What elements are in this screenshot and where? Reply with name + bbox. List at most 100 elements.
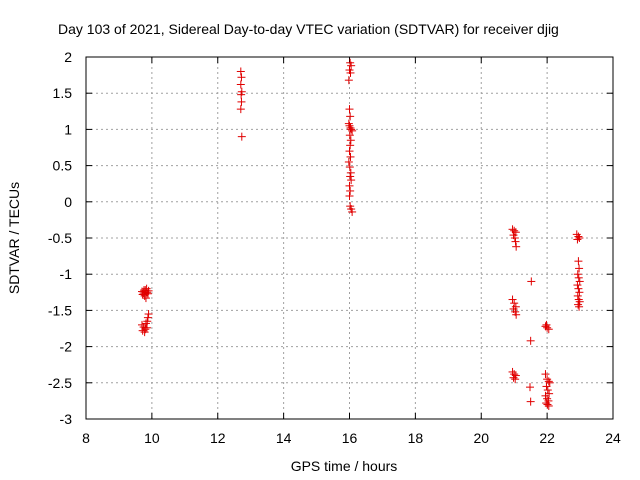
data-point-marker xyxy=(348,126,357,135)
x-axis-label: GPS time / hours xyxy=(291,458,398,474)
data-point-marker xyxy=(141,294,150,303)
data-point-marker xyxy=(575,264,584,273)
data-point-marker xyxy=(542,382,551,391)
data-point-marker xyxy=(510,299,519,308)
x-tick-label: 14 xyxy=(276,430,292,446)
tick-layer xyxy=(85,56,614,420)
data-point-marker xyxy=(138,326,147,335)
x-tick-label: 24 xyxy=(605,430,621,446)
data-point-marker xyxy=(575,234,584,242)
data-point-marker xyxy=(510,370,519,379)
y-tick-label: -2 xyxy=(60,339,73,355)
data-point-marker xyxy=(573,270,582,279)
x-tick-label: 18 xyxy=(408,430,424,446)
data-point-marker xyxy=(573,235,582,244)
data-point-marker xyxy=(512,242,521,251)
data-point-marker xyxy=(345,181,354,190)
x-tick-label: 8 xyxy=(82,430,90,446)
y-tick-label: -3 xyxy=(60,411,73,427)
data-point-marker xyxy=(344,76,353,85)
data-point-marker xyxy=(574,257,583,266)
grid-layer xyxy=(86,57,613,419)
y-tick-label: -0.5 xyxy=(48,230,72,246)
data-point-marker xyxy=(575,302,584,311)
data-point-marker xyxy=(544,325,553,334)
data-point-marker xyxy=(144,310,153,319)
y-tick-label: 0 xyxy=(64,194,72,210)
data-point-marker xyxy=(141,319,150,328)
y-axis-label: SDTVAR / TECUs xyxy=(6,182,22,294)
data-point-marker xyxy=(508,295,517,304)
data-point-marker xyxy=(510,234,519,242)
data-point-marker xyxy=(237,97,246,106)
data-point-marker xyxy=(575,288,584,297)
data-point-marker xyxy=(542,320,551,329)
data-point-marker xyxy=(236,105,245,114)
data-point-marker xyxy=(138,290,147,299)
y-tick-label: 1.5 xyxy=(53,85,73,101)
data-point-marker xyxy=(346,168,355,177)
x-tick-labels: 8 10 12 14 16 18 20 22 24 xyxy=(82,430,621,446)
data-point-marker xyxy=(526,397,535,406)
data-point-marker xyxy=(345,163,354,172)
data-point-marker xyxy=(544,377,553,386)
data-point-marker xyxy=(541,370,550,379)
data-point-marker xyxy=(347,176,356,185)
data-point-marker xyxy=(543,400,552,409)
x-tick-label: 12 xyxy=(210,430,226,446)
data-point-marker xyxy=(237,90,246,99)
data-point-marker xyxy=(236,80,245,89)
data-point-marker xyxy=(512,310,521,319)
data-point-marker xyxy=(509,373,518,382)
data-point-marker xyxy=(345,131,354,140)
data-point-marker xyxy=(574,284,583,293)
x-tick-label: 20 xyxy=(473,430,489,446)
data-point-marker xyxy=(346,136,355,145)
data-point-marker xyxy=(347,61,356,70)
y-tick-label: 2 xyxy=(64,49,72,65)
data-point-marker xyxy=(345,105,354,114)
y-tick-label: -1 xyxy=(60,266,73,282)
data-point-marker xyxy=(574,295,583,304)
data-point-marker xyxy=(511,375,520,384)
data-point-marker xyxy=(346,186,355,195)
data-point-marker xyxy=(511,237,520,246)
data-points xyxy=(137,58,584,410)
data-point-marker xyxy=(347,125,356,134)
data-point-marker xyxy=(573,291,582,300)
data-point-marker xyxy=(236,67,245,76)
data-point-marker xyxy=(140,328,149,337)
data-point-marker xyxy=(527,277,536,286)
y-tick-label: -1.5 xyxy=(48,302,72,318)
data-point-marker xyxy=(510,226,519,235)
data-point-marker xyxy=(346,152,355,161)
data-point-marker xyxy=(142,284,151,293)
data-point-marker xyxy=(346,68,355,77)
data-point-marker xyxy=(237,132,246,141)
data-point-marker xyxy=(346,141,355,150)
y-tick-label: 0.5 xyxy=(53,158,73,174)
data-point-marker xyxy=(143,313,152,322)
data-point-marker xyxy=(344,157,353,166)
data-point-marker xyxy=(544,401,553,410)
x-tick-label: 10 xyxy=(144,430,160,446)
data-point-marker xyxy=(345,192,354,201)
y-tick-labels: -3 -2.5 -2 -1.5 -1 -0.5 0 0.5 1 1.5 2 xyxy=(48,49,72,427)
data-point-marker xyxy=(346,172,355,181)
data-point-marker xyxy=(525,383,534,392)
y-tick-label: 1 xyxy=(64,121,72,137)
data-point-marker xyxy=(143,289,152,298)
chart-title: Day 103 of 2021, Sidereal Day-to-day VTE… xyxy=(58,21,559,37)
data-point-marker xyxy=(143,317,152,326)
data-point-marker xyxy=(345,147,354,156)
data-point-marker xyxy=(543,386,552,395)
x-tick-label: 16 xyxy=(342,430,358,446)
data-point-marker xyxy=(574,273,583,282)
data-point-marker xyxy=(346,112,355,121)
data-point-marker xyxy=(237,73,246,82)
data-point-marker xyxy=(545,389,554,398)
data-point-marker xyxy=(573,281,582,290)
x-tick-label: 22 xyxy=(539,430,555,446)
